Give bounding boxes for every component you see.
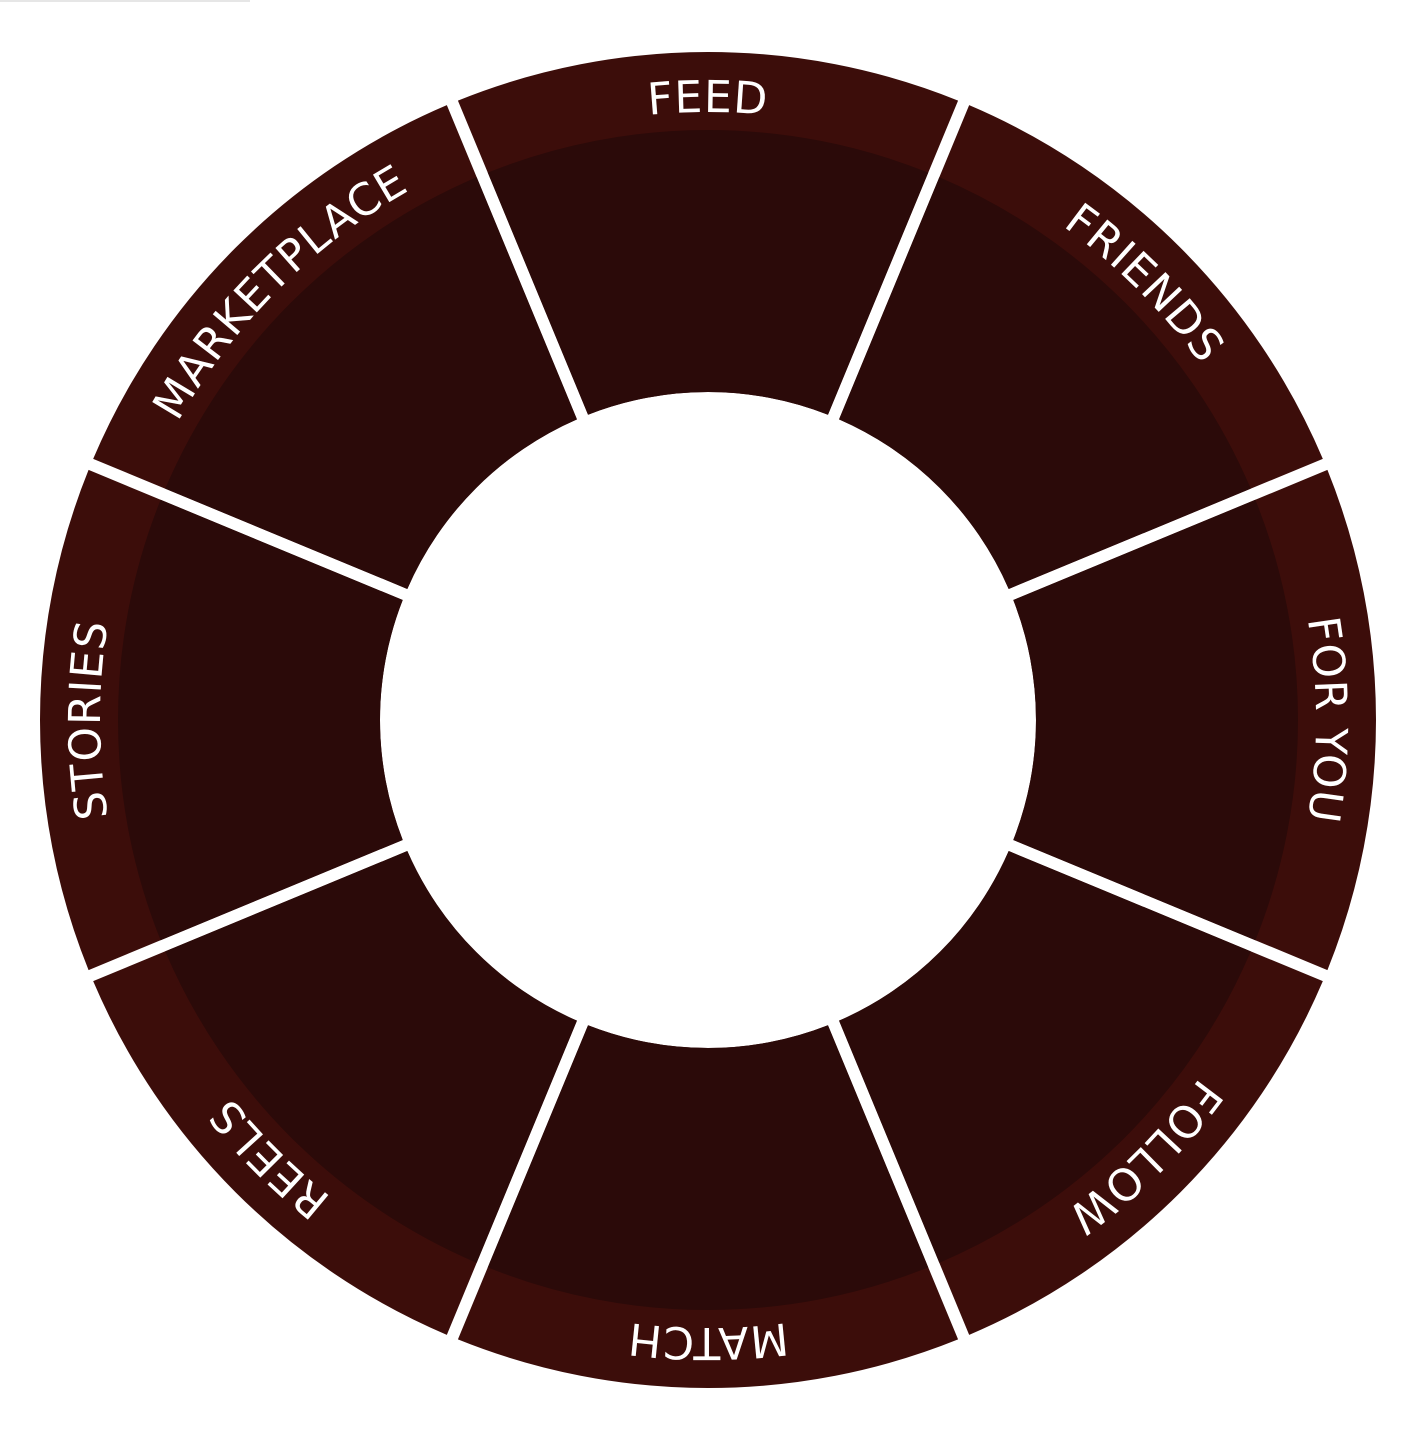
menu-segment-follow[interactable]: FOLLOW bbox=[839, 851, 1323, 1335]
menu-segment-feed[interactable]: FEED bbox=[457, 51, 959, 415]
top-edge-line bbox=[0, 0, 250, 2]
segment-body bbox=[1013, 499, 1298, 941]
menu-segment-friends[interactable]: FRIENDS bbox=[839, 105, 1323, 589]
segment-label-stories: STORIES bbox=[60, 617, 119, 823]
segment-body bbox=[165, 851, 577, 1263]
menu-segment-reels[interactable]: REELS bbox=[93, 851, 577, 1335]
menu-segment-match[interactable]: MATCH bbox=[457, 1025, 959, 1388]
segment-body bbox=[839, 851, 1251, 1263]
segment-body bbox=[487, 1025, 929, 1311]
segment-body bbox=[487, 129, 929, 415]
center-hub bbox=[384, 396, 1032, 1044]
segment-label-for-you: FOR YOU bbox=[1297, 613, 1356, 826]
segment-body bbox=[839, 177, 1251, 589]
segment-body bbox=[165, 177, 577, 589]
segment-label-match: MATCH bbox=[625, 1312, 790, 1368]
menu-segment-stories[interactable]: STORIES bbox=[39, 469, 403, 971]
segment-body bbox=[117, 499, 403, 941]
menu-segment-for-you[interactable]: FOR YOU bbox=[1013, 469, 1377, 971]
segment-label-feed: FEED bbox=[646, 72, 770, 126]
